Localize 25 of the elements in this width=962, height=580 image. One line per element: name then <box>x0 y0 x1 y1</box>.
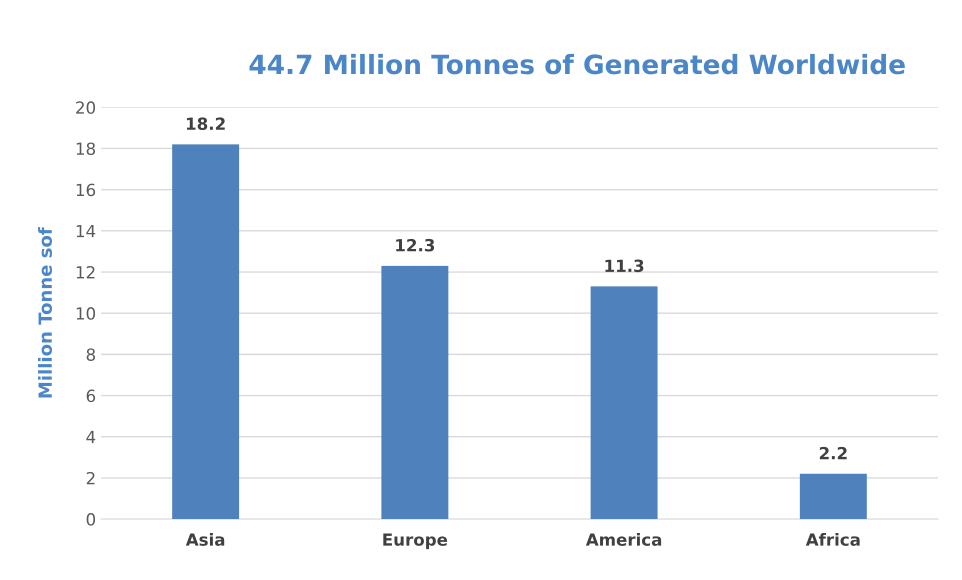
bar <box>172 144 240 520</box>
bar <box>381 266 448 520</box>
data-label: 11.3 <box>605 259 644 272</box>
y-tick-label: 6 <box>86 390 96 402</box>
x-tick-label: Asia <box>186 532 224 546</box>
chart-title: 44.7 Million Tonnes of Generated Worldwide <box>250 54 905 74</box>
data-label: 12.3 <box>396 238 434 252</box>
y-axis-title: Million Tonne sof <box>38 227 52 398</box>
bar <box>590 286 658 520</box>
y-tick-label: 14 <box>76 225 96 238</box>
data-label: 2.2 <box>820 446 847 460</box>
x-tick-label: Europe <box>383 534 448 550</box>
y-tick-label: 0 <box>86 513 96 526</box>
y-tick-label: 20 <box>76 101 96 114</box>
y-tick-label: 4 <box>86 430 96 444</box>
bar <box>800 474 867 520</box>
y-tick-label: 10 <box>76 307 96 320</box>
y-tick-label: 16 <box>76 184 96 196</box>
y-tick-label: 12 <box>76 266 94 278</box>
x-tick-label: America <box>586 532 662 546</box>
x-tick-label: Africa <box>806 532 860 546</box>
data-label: 18.2 <box>186 117 225 130</box>
y-tick-label: 2 <box>86 472 94 484</box>
y-tick-label: 8 <box>86 348 96 361</box>
y-tick-label: 18 <box>76 142 96 156</box>
